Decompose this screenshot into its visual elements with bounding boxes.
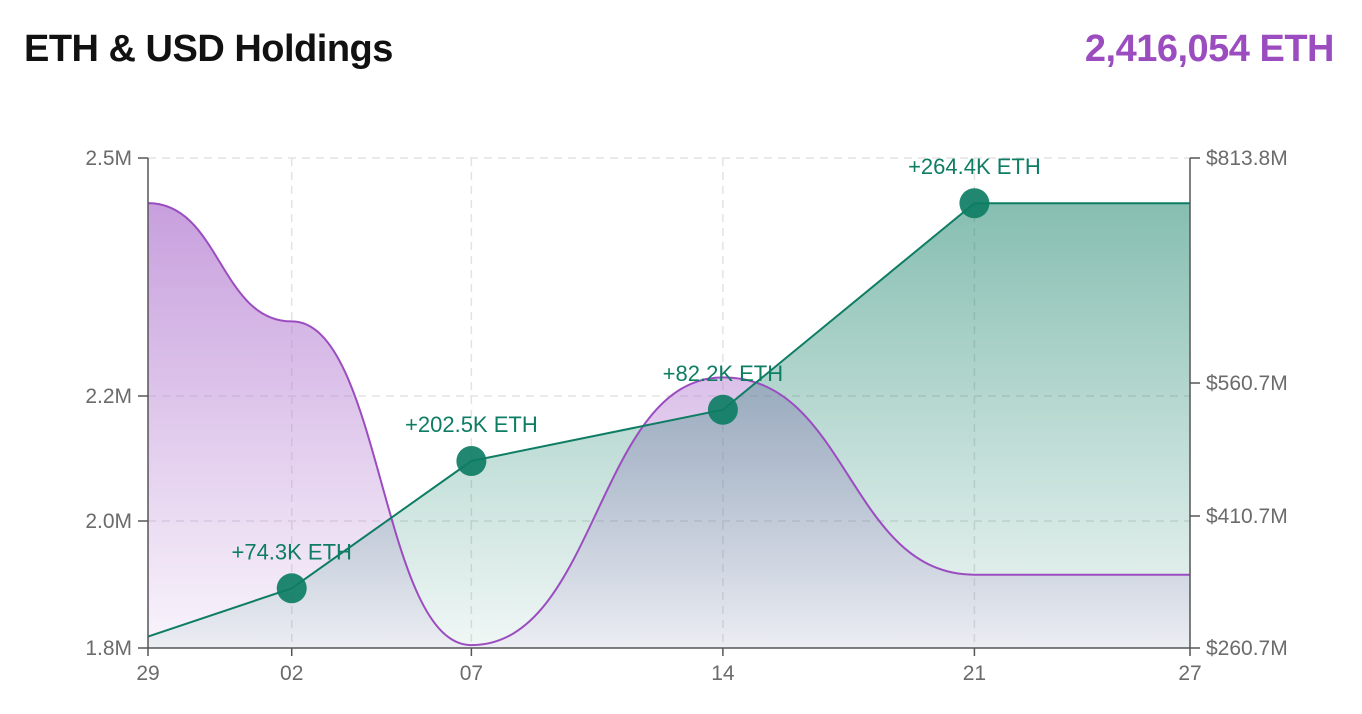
right-tick-label: $410.7M [1206,505,1288,528]
eth-point [276,573,307,604]
x-tick-label: 21 [963,662,986,685]
chart-header: ETH & USD Holdings 2,416,054 ETH [0,0,1362,110]
right-tick-label: $260.7M [1206,637,1288,660]
left-tick-label: 2.0M [85,510,132,533]
total-holdings-value: 2,416,054 ETH [1084,28,1335,70]
eth-point-label: +82.2K ETH [663,361,783,386]
x-tick-label: 27 [1178,662,1201,685]
axes: 2.5M 2.2M 2.0M 1.8M $813.8M $560.7M $410.7M $26… [85,147,1287,685]
eth-area [148,203,1190,648]
eth-points: +74.3K ETH +202.5K ETH +82.2K ETH +264.4K E… [231,154,1041,604]
eth-point-label: +264.4K ETH [908,154,1041,179]
eth-point-label: +202.5K ETH [405,412,538,437]
usd-line [147,202,1190,647]
chart-title: ETH & USD Holdings [24,28,393,70]
right-tick-label: $560.7M [1206,372,1288,395]
x-tick-label: 02 [280,662,303,685]
left-tick-label: 1.8M [85,637,132,660]
x-tick-label: 07 [460,662,483,685]
x-tick-label: 29 [136,662,159,685]
eth-point [456,446,487,476]
eth-point [707,394,738,425]
eth-line [147,202,1190,638]
eth-point-label: +74.3K ETH [231,539,351,564]
left-tick-label: 2.5M [85,147,132,170]
right-tick-label: $813.8M [1206,147,1288,170]
left-tick-label: 2.2M [85,385,132,408]
eth-point [959,188,990,219]
x-tick-label: 14 [711,662,735,685]
